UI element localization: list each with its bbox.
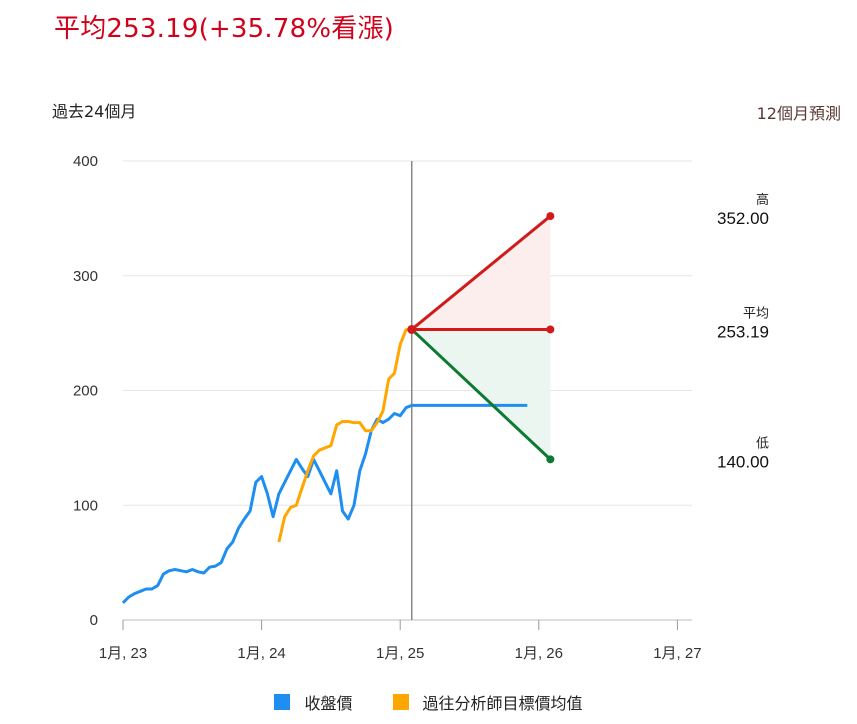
forecast-low-dot: [546, 455, 555, 464]
legend-item-target[interactable]: 過往分析師目標價均值: [392, 690, 583, 714]
close-price-line: [121, 404, 413, 604]
headline: 平均253.19(+35.78%看漲): [54, 14, 394, 44]
forecast-avg-value: 253.19: [717, 322, 769, 341]
forecast-high-value: 352.00: [717, 209, 769, 228]
y-tick-label: 0: [90, 612, 98, 629]
legend-swatch-target: [392, 694, 409, 710]
forecast-start-dot: [407, 324, 417, 334]
forecast-high-label: 高: [756, 192, 769, 208]
y-tick-label: 100: [73, 497, 98, 514]
legend: 收盤價 過往分析師目標價均值: [0, 690, 857, 714]
forecast-low-label: 低: [756, 436, 769, 451]
legend-label-target: 過往分析師目標價均值: [422, 694, 583, 713]
legend-label-close: 收盤價: [304, 694, 353, 713]
y-tick-label: 200: [73, 383, 98, 400]
legend-swatch-close: [274, 694, 291, 710]
forecast-avg-label: 平均: [743, 306, 769, 321]
avg-target-line: [277, 328, 412, 543]
forecast-low-line: [410, 328, 552, 461]
forecast-low-value: 140.00: [717, 452, 769, 471]
forecast-avg-dot: [546, 325, 555, 334]
x-tick-label: 1月, 23: [99, 645, 147, 662]
x-tick-label: 1月, 24: [237, 645, 285, 662]
past-period-label: 過去24個月: [52, 102, 137, 121]
forecast-high-line: [410, 214, 552, 331]
y-tick-label: 400: [73, 153, 98, 170]
x-tick-label: 1月, 25: [376, 645, 424, 662]
price-target-chart: 0 100 200 300 400 1月, 23 1月, 24 1月, 25 1月, 26 1月,…: [73, 153, 769, 662]
forecast-high-dot: [546, 212, 555, 221]
forecast-period-label: 12個月預測: [756, 104, 841, 123]
legend-item-close[interactable]: 收盤價: [274, 690, 353, 714]
x-tick-label: 1月, 27: [653, 645, 701, 662]
x-tick-label: 1月, 26: [515, 645, 563, 662]
y-tick-label: 300: [73, 268, 98, 285]
